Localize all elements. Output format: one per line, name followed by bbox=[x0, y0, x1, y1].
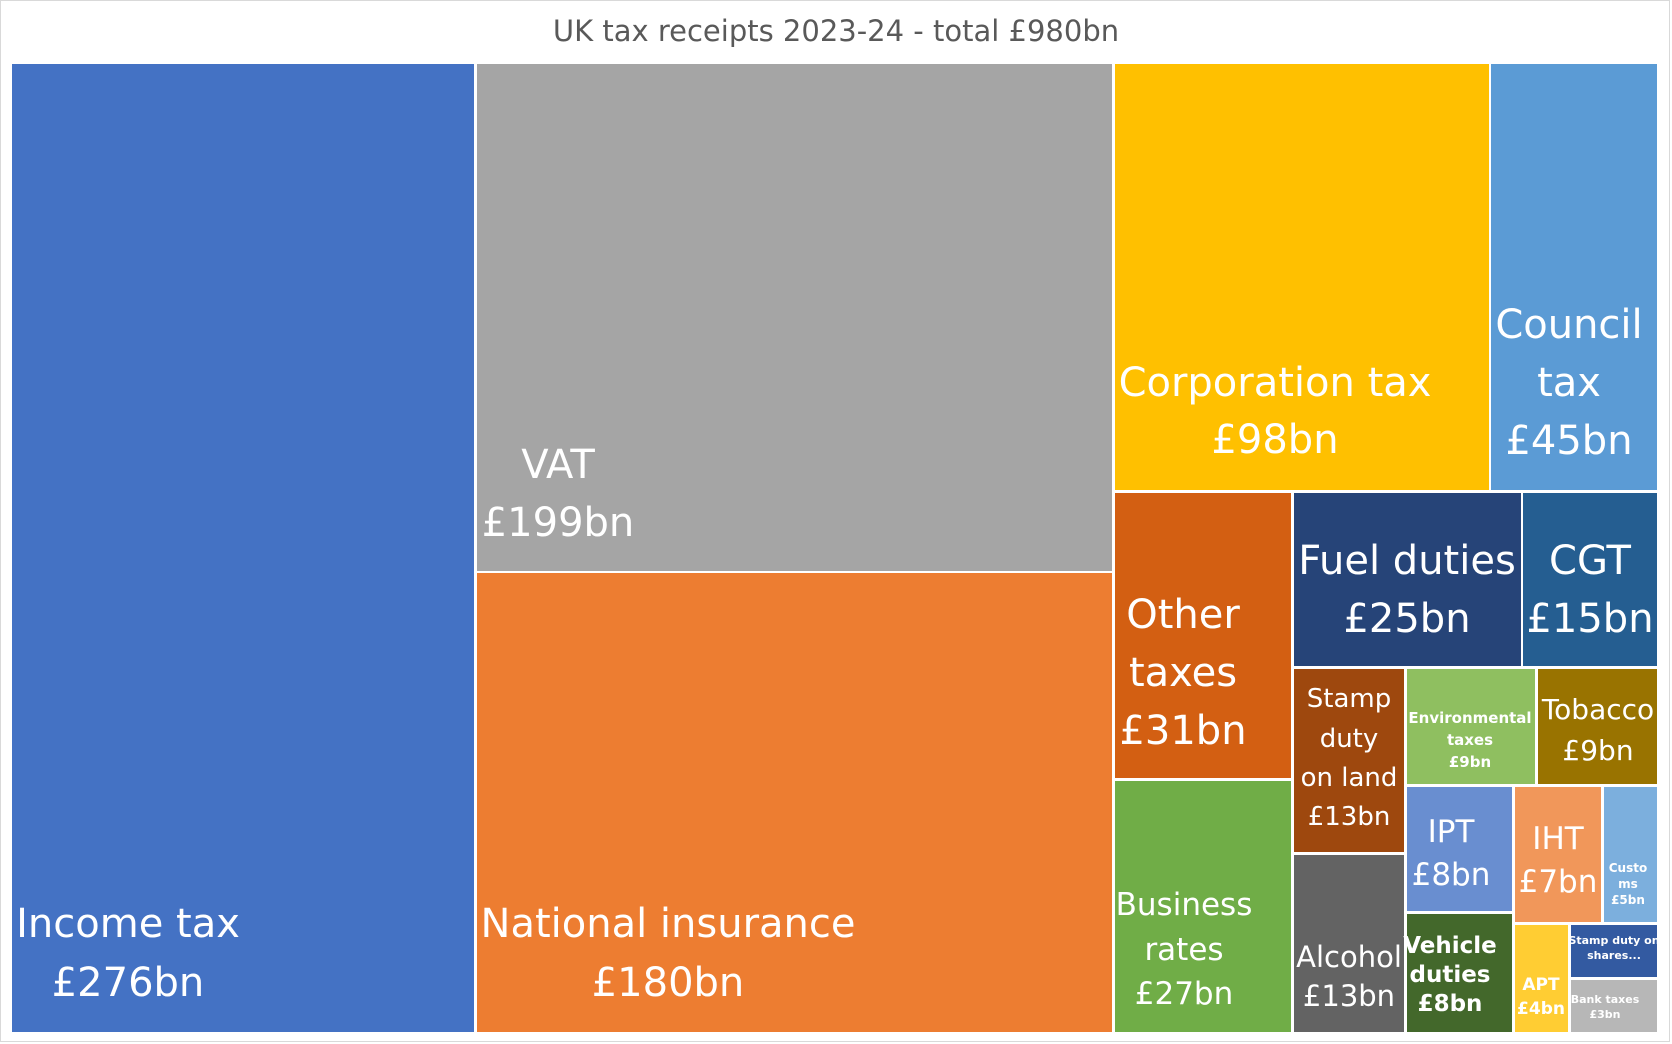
tile-name-vat: VAT bbox=[521, 442, 595, 488]
tile-name-business-rates: Business bbox=[1116, 887, 1253, 923]
treemap-tile-alcohol bbox=[1294, 855, 1404, 1032]
tile-value-apt: £4bn bbox=[1517, 999, 1565, 1019]
tile-value-other-taxes: £31bn bbox=[1119, 708, 1246, 754]
tile-name-tobacco: Tobacco bbox=[1541, 693, 1654, 726]
tile-value-environmental-taxes: £9bn bbox=[1449, 753, 1491, 771]
tile-value-business-rates: £27bn bbox=[1135, 976, 1234, 1012]
tile-name-stamp-duty-on-land: Stamp bbox=[1307, 684, 1391, 714]
tile-name-bank-taxes: Bank taxes bbox=[1571, 993, 1640, 1006]
tile-name-business-rates: rates bbox=[1144, 932, 1223, 968]
tile-name-other-taxes: Other bbox=[1126, 592, 1240, 638]
treemap-tile-business-rates bbox=[1115, 781, 1291, 1032]
tile-name-corporation-tax: Corporation tax bbox=[1119, 360, 1432, 406]
tile-value-iht: £7bn bbox=[1519, 864, 1598, 900]
tile-value-national-insurance: £180bn bbox=[592, 960, 745, 1006]
tile-name-stamp-duty-on-land: duty bbox=[1320, 724, 1379, 754]
treemap-tile-vat bbox=[477, 64, 1112, 571]
tile-name-vehicle-duties: duties bbox=[1409, 962, 1490, 988]
tile-name-stamp-duty-on-shares: Stamp duty on bbox=[1568, 934, 1659, 947]
tile-name-vehicle-duties: Vehicle bbox=[1403, 933, 1497, 959]
tile-value-tobacco: £9bn bbox=[1562, 734, 1633, 767]
tile-value-corporation-tax: £98bn bbox=[1211, 417, 1338, 463]
tile-name-income-tax: Income tax bbox=[16, 901, 240, 947]
tile-value-vehicle-duties: £8bn bbox=[1418, 991, 1483, 1017]
tile-value-income-tax: £276bn bbox=[52, 960, 205, 1006]
treemap-tile-iht bbox=[1515, 787, 1601, 922]
treemap-tile-tobacco bbox=[1538, 669, 1657, 784]
treemap-tile-stamp-duty-on-land bbox=[1294, 669, 1404, 852]
treemap-tile-vehicle-duties bbox=[1407, 914, 1512, 1032]
treemap-tile-customs bbox=[1604, 787, 1657, 922]
tile-value-customs: £5bn bbox=[1611, 893, 1645, 907]
tile-name-council-tax: tax bbox=[1537, 360, 1601, 406]
tile-value-alcohol: £13bn bbox=[1303, 979, 1395, 1013]
treemap-tile-council-tax bbox=[1491, 64, 1657, 490]
treemap-tile-national-insurance bbox=[477, 573, 1112, 1032]
treemap-tile-fuel-duties bbox=[1294, 493, 1521, 666]
tile-name-iht: IHT bbox=[1532, 821, 1584, 857]
tile-name-environmental-taxes: taxes bbox=[1447, 731, 1493, 749]
treemap-tile-other-taxes bbox=[1115, 493, 1291, 778]
tile-name-apt: APT bbox=[1522, 975, 1560, 995]
treemap-tile-ipt bbox=[1407, 787, 1512, 911]
treemap-tile-income-tax bbox=[12, 64, 474, 1032]
treemap-tile-stamp-duty-on-shares bbox=[1571, 925, 1657, 977]
treemap-tile-apt bbox=[1515, 925, 1568, 1032]
tile-name-ipt: IPT bbox=[1428, 814, 1476, 850]
tile-name-environmental-taxes: Environmental bbox=[1408, 709, 1531, 727]
treemap-tile-environmental-taxes bbox=[1407, 669, 1535, 784]
tile-name-national-insurance: National insurance bbox=[481, 901, 856, 947]
treemap-tile-corporation-tax bbox=[1115, 64, 1489, 490]
tile-value-cgt: £15bn bbox=[1526, 596, 1653, 642]
tile-value-council-tax: £45bn bbox=[1505, 418, 1632, 464]
tile-name-alcohol: Alcohol bbox=[1296, 940, 1402, 974]
tile-value-stamp-duty-on-land: £13bn bbox=[1308, 802, 1391, 832]
chart-title: UK tax receipts 2023-24 - total £980bn bbox=[552, 14, 1120, 48]
tile-name-customs: ms bbox=[1618, 877, 1638, 891]
tile-value-ipt: £8bn bbox=[1412, 857, 1491, 893]
tile-value-vat: £199bn bbox=[482, 500, 635, 546]
tile-name-other-taxes: taxes bbox=[1129, 650, 1237, 696]
tile-name-council-tax: Council bbox=[1495, 302, 1642, 348]
tile-value-bank-taxes: £3bn bbox=[1589, 1008, 1620, 1021]
treemap-tile-bank-taxes bbox=[1571, 980, 1657, 1032]
tile-value-fuel-duties: £25bn bbox=[1343, 596, 1470, 642]
tile-name-customs: Custo bbox=[1609, 861, 1647, 875]
tile-name-stamp-duty-on-land: on land bbox=[1301, 763, 1398, 793]
tile-name-stamp-duty-on-shares: shares... bbox=[1587, 949, 1641, 962]
tile-name-cgt: CGT bbox=[1549, 538, 1632, 584]
treemap-tile-cgt bbox=[1523, 493, 1657, 666]
tile-name-fuel-duties: Fuel duties bbox=[1298, 538, 1516, 584]
